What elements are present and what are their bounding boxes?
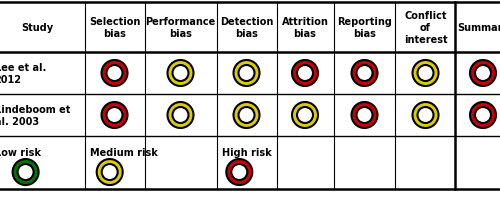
- Circle shape: [168, 61, 194, 87]
- Circle shape: [297, 66, 313, 82]
- Text: Summary: Summary: [457, 23, 500, 33]
- Circle shape: [106, 66, 122, 82]
- Text: Selection
bias: Selection bias: [89, 17, 140, 39]
- Circle shape: [238, 107, 254, 123]
- Text: Study: Study: [21, 23, 53, 33]
- Circle shape: [12, 159, 38, 185]
- Circle shape: [297, 107, 313, 123]
- Circle shape: [226, 159, 252, 185]
- Circle shape: [292, 102, 318, 128]
- Circle shape: [18, 164, 34, 180]
- Circle shape: [238, 66, 254, 82]
- Circle shape: [475, 107, 491, 123]
- Circle shape: [412, 61, 438, 87]
- Circle shape: [356, 107, 372, 123]
- Circle shape: [96, 159, 122, 185]
- Text: Medium risk: Medium risk: [90, 147, 158, 157]
- Circle shape: [292, 61, 318, 87]
- Circle shape: [356, 66, 372, 82]
- Text: Lee et al.
2012: Lee et al. 2012: [0, 63, 46, 84]
- Circle shape: [352, 61, 378, 87]
- Circle shape: [234, 102, 260, 128]
- Text: Performance
bias: Performance bias: [146, 17, 216, 39]
- Circle shape: [234, 61, 260, 87]
- Text: Conflict
of
interest: Conflict of interest: [404, 11, 448, 44]
- Circle shape: [102, 61, 128, 87]
- Circle shape: [168, 102, 194, 128]
- Circle shape: [418, 107, 434, 123]
- Circle shape: [232, 164, 248, 180]
- Circle shape: [470, 102, 496, 128]
- Text: High risk: High risk: [222, 147, 271, 157]
- Text: Low risk: Low risk: [0, 147, 40, 157]
- Text: Detection
bias: Detection bias: [220, 17, 273, 39]
- Circle shape: [352, 102, 378, 128]
- Circle shape: [418, 66, 434, 82]
- Text: Lindeboom et
al. 2003: Lindeboom et al. 2003: [0, 105, 70, 126]
- Circle shape: [106, 107, 122, 123]
- Circle shape: [475, 66, 491, 82]
- Text: Attrition
bias: Attrition bias: [282, 17, 329, 39]
- Circle shape: [172, 107, 188, 123]
- Circle shape: [470, 61, 496, 87]
- Text: Reporting
bias: Reporting bias: [337, 17, 392, 39]
- Circle shape: [412, 102, 438, 128]
- Circle shape: [102, 164, 117, 180]
- Circle shape: [102, 102, 128, 128]
- Circle shape: [172, 66, 188, 82]
